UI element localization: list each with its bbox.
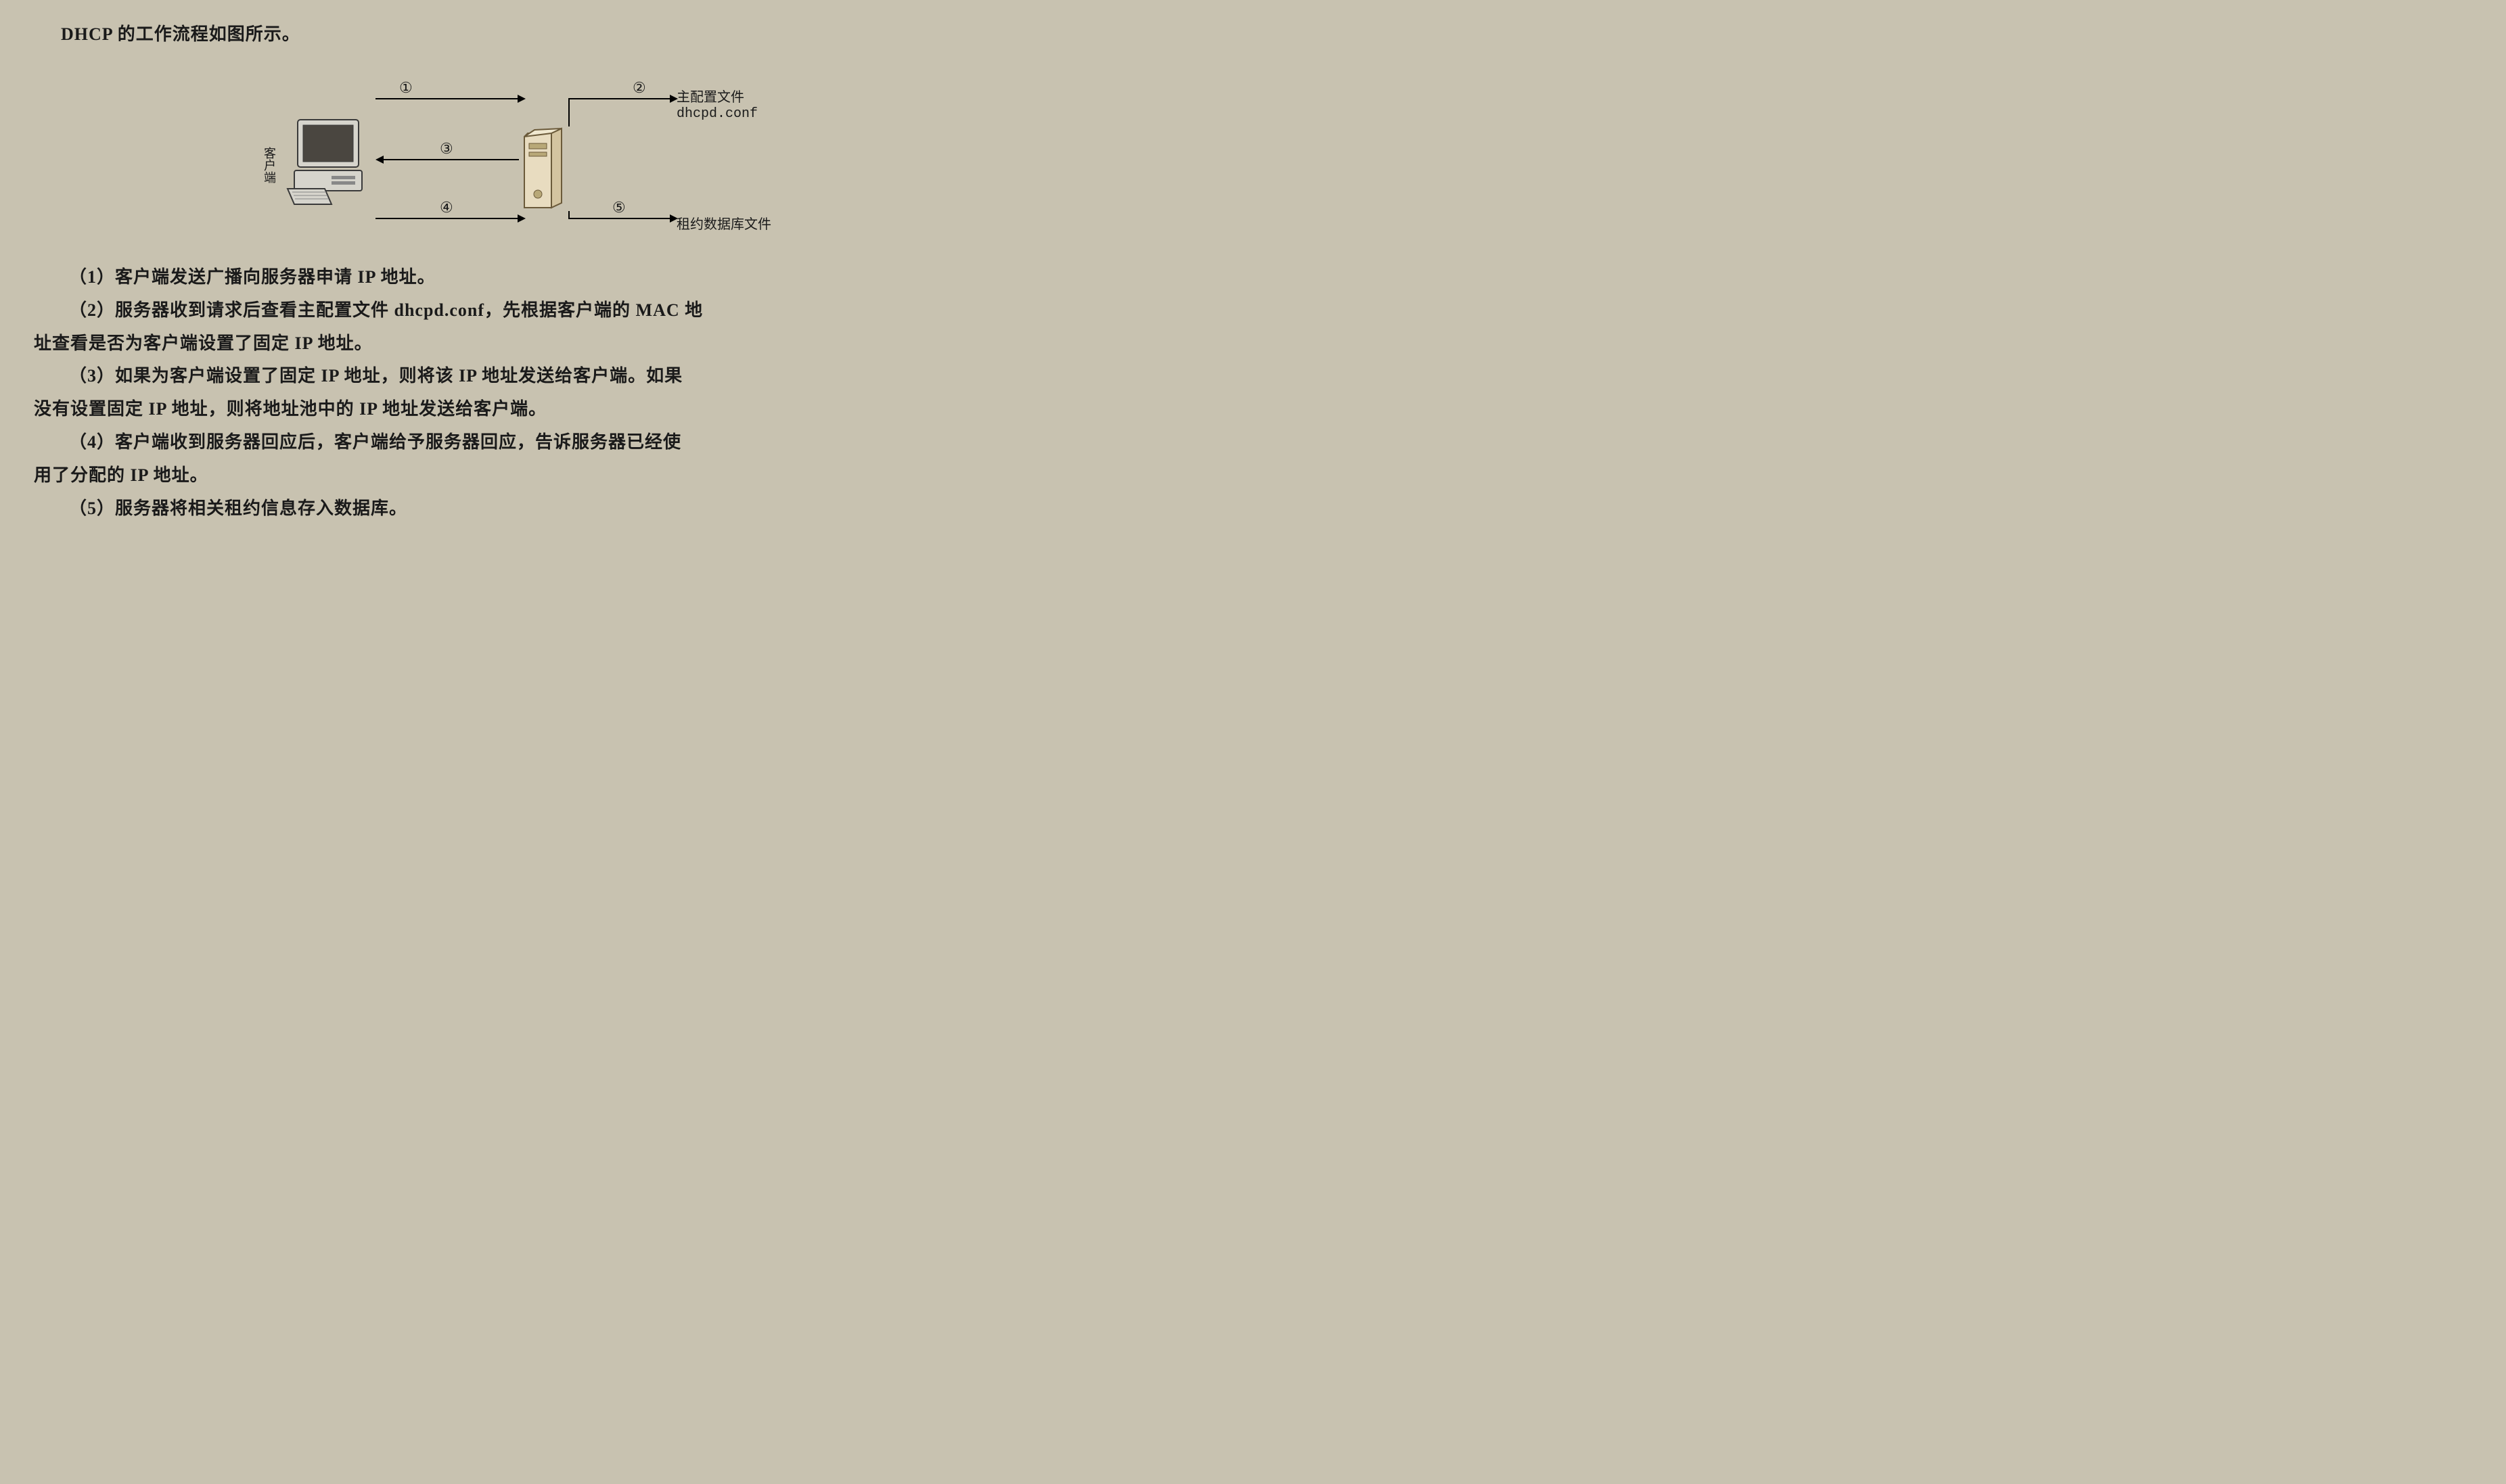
arrow-3 <box>384 159 519 160</box>
arrow-2 <box>568 98 670 99</box>
dhcp-diagram: 客户端 ① ② ③ ④ ⑤ 主配置文件 dhcpd.conf 租约数据库文件 <box>189 59 798 248</box>
step-2-line2: 址查看是否为客户端设置了固定 IP 地址。 <box>34 328 961 360</box>
lease-db-label: 租约数据库文件 <box>677 213 771 233</box>
step-5: （5）服务器将相关租约信息存入数据库。 <box>34 493 961 525</box>
arrow-5-vertical <box>568 211 570 219</box>
config-file-label: 主配置文件 <box>677 86 744 106</box>
arrow-4 <box>375 218 518 219</box>
client-computer-icon <box>284 113 372 208</box>
arrow-3-head <box>375 156 384 164</box>
page-title: DHCP 的工作流程如图所示。 <box>61 20 961 45</box>
step-2-line1: （2）服务器收到请求后查看主配置文件 dhcpd.conf，先根据客户端的 MA… <box>34 295 961 327</box>
step-number-4: ④ <box>440 199 453 216</box>
steps-text: （1）客户端发送广播向服务器申请 IP 地址。 （2）服务器收到请求后查看主配置… <box>34 262 961 524</box>
step-3-line1: （3）如果为客户端设置了固定 IP 地址，则将该 IP 地址发送给客户端。如果 <box>34 361 961 392</box>
arrow-2-vertical <box>568 98 570 126</box>
step-number-3: ③ <box>440 140 453 158</box>
server-tower-icon <box>521 126 568 214</box>
config-file-name: dhcpd.conf <box>677 106 758 122</box>
step-4-line2: 用了分配的 IP 地址。 <box>34 460 961 492</box>
step-number-2: ② <box>633 79 646 97</box>
step-1: （1）客户端发送广播向服务器申请 IP 地址。 <box>34 262 961 294</box>
step-4-line1: （4）客户端收到服务器回应后，客户端给予服务器回应，告诉服务器已经使 <box>34 427 961 459</box>
step-3-line2: 没有设置固定 IP 地址，则将地址池中的 IP 地址发送给客户端。 <box>34 394 961 425</box>
step-number-1: ① <box>399 79 413 97</box>
step-number-5: ⑤ <box>612 199 626 216</box>
arrow-4-head <box>518 214 526 223</box>
client-label: 客户端 <box>260 147 278 183</box>
arrow-5 <box>568 218 670 219</box>
arrow-1 <box>375 98 518 99</box>
arrow-1-head <box>518 95 526 103</box>
